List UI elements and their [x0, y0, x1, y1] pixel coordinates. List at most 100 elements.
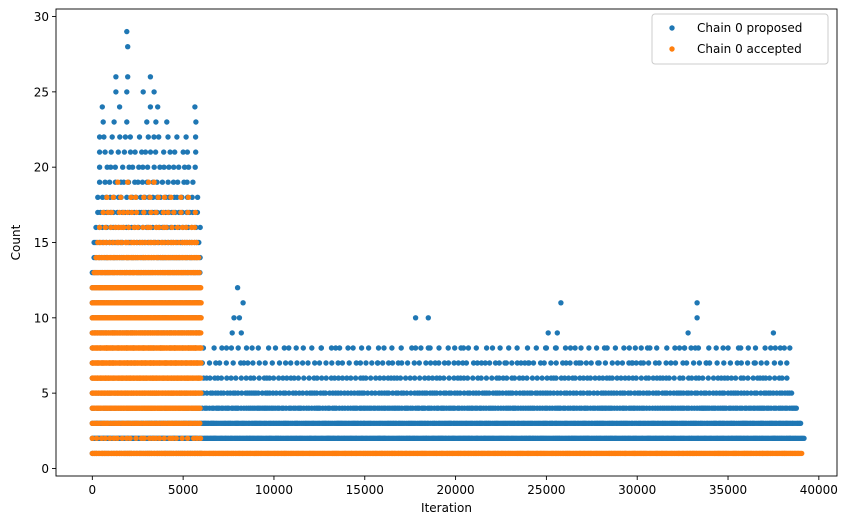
data-point: [511, 375, 518, 381]
data-point: [408, 390, 414, 396]
data-point: [230, 360, 236, 366]
data-point: [245, 360, 251, 366]
data-point: [228, 345, 235, 351]
data-point: [190, 179, 196, 185]
data-point: [772, 375, 778, 381]
data-point: [239, 390, 245, 396]
data-point: [288, 360, 294, 366]
data-point: [427, 360, 434, 366]
data-point: [102, 435, 109, 441]
data-point: [335, 375, 342, 381]
data-point: [525, 360, 531, 366]
data-point: [255, 345, 261, 351]
data-point: [365, 390, 371, 396]
data-point: [175, 179, 181, 185]
data-point: [452, 345, 458, 351]
data-point: [676, 345, 683, 351]
data-point: [801, 435, 807, 441]
data-point: [373, 375, 379, 381]
data-point: [193, 149, 199, 155]
data-point: [713, 345, 719, 351]
data-point: [295, 375, 302, 381]
data-point: [441, 375, 447, 381]
data-point: [346, 360, 352, 366]
data-point: [664, 345, 670, 351]
data-point: [114, 435, 120, 441]
data-point: [108, 164, 114, 170]
data-point: [486, 390, 492, 396]
data-point: [144, 164, 151, 170]
data-point: [223, 345, 230, 351]
data-point: [619, 360, 626, 366]
data-point: [165, 134, 171, 140]
data-point: [99, 194, 106, 200]
data-point: [750, 375, 756, 381]
data-point: [121, 149, 128, 155]
data-point: [632, 345, 638, 351]
data-point: [580, 375, 587, 381]
data-point: [339, 360, 346, 366]
data-point: [358, 345, 365, 351]
data-point: [706, 345, 712, 351]
data-point: [654, 345, 660, 351]
data-point: [151, 164, 157, 170]
data-point: [353, 360, 359, 366]
data-point: [496, 375, 502, 381]
data-point: [129, 164, 136, 170]
data-point: [562, 375, 568, 381]
data-point: [587, 375, 594, 381]
data-point: [197, 405, 203, 411]
data-point: [496, 360, 502, 366]
data-point: [721, 390, 727, 396]
data-point: [333, 345, 339, 351]
data-point: [155, 104, 161, 110]
data-point: [115, 149, 122, 155]
data-point: [192, 164, 198, 170]
data-point: [784, 375, 790, 381]
data-point: [766, 375, 773, 381]
data-point: [455, 360, 462, 366]
data-point: [541, 360, 547, 366]
data-point: [386, 390, 392, 396]
data-point: [588, 360, 594, 366]
data-point: [506, 345, 512, 351]
data-point: [748, 390, 754, 396]
data-point: [565, 375, 572, 381]
data-point: [300, 345, 306, 351]
data-point: [238, 330, 244, 336]
data-point: [345, 345, 351, 351]
data-point: [666, 375, 672, 381]
data-point: [100, 119, 106, 125]
data-point: [272, 345, 279, 351]
data-point: [336, 345, 343, 351]
data-point: [309, 345, 315, 351]
data-point: [238, 375, 244, 381]
data-point: [784, 360, 790, 366]
data-point: [176, 164, 182, 170]
data-point: [299, 360, 306, 366]
data-point: [286, 390, 292, 396]
data-point: [738, 345, 744, 351]
data-point: [738, 360, 744, 366]
data-point: [629, 360, 635, 366]
data-point: [152, 149, 159, 155]
data-point: [282, 360, 289, 366]
data-point: [198, 375, 204, 381]
data-point: [478, 375, 484, 381]
data-point: [429, 375, 436, 381]
data-point: [461, 375, 467, 381]
data-point: [240, 300, 246, 306]
data-point: [318, 345, 324, 351]
data-point: [672, 360, 679, 366]
data-point: [578, 345, 584, 351]
data-point: [265, 345, 272, 351]
data-point: [618, 375, 624, 381]
data-point: [161, 149, 167, 155]
data-point: [518, 360, 524, 366]
data-point: [147, 149, 154, 155]
data-point: [159, 179, 166, 185]
data-point: [463, 360, 470, 366]
data-point: [465, 345, 472, 351]
data-point: [437, 375, 443, 381]
